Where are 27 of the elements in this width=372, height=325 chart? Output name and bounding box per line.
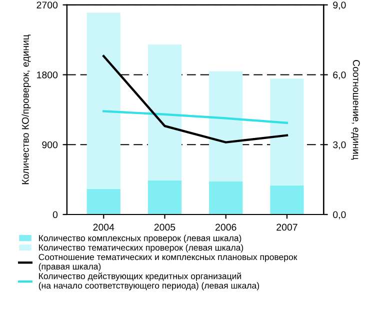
- x-tick-label: 2004: [93, 224, 114, 231]
- legend-label: Количество тематических проверок (левая шкала): [39, 244, 244, 252]
- bar: [209, 182, 243, 214]
- legend-label: Соотношение тематических и комплексных плановых проверок (правая шкала): [38, 254, 298, 272]
- bar: [86, 12, 120, 189]
- y-tick-label: 900: [42, 141, 58, 148]
- y2-tick-label: 9,0: [333, 2, 346, 10]
- x-tick-label: 2005: [154, 224, 176, 231]
- line-series: [102, 110, 288, 124]
- y-axis-title: Количество КО/проверок, единиц: [22, 34, 31, 184]
- legend-label: Количество действующих кредитных организаций (на начало соответствующего периода) (левая шкала): [38, 272, 259, 290]
- bar: [86, 188, 120, 214]
- y-tick-label: 1800: [37, 71, 58, 78]
- bar: [209, 71, 243, 182]
- x-tick-label: 2007: [276, 224, 298, 231]
- x-tick-label: 2006: [216, 224, 236, 231]
- bar: [270, 185, 304, 214]
- y2-tick-label: 0,0: [333, 211, 346, 220]
- y2-tick-label: 6,0: [333, 71, 346, 80]
- bar: [148, 180, 182, 214]
- legend-label: Количество комплексных проверок (левая шкала): [39, 234, 242, 243]
- y-tick-label: 0: [52, 211, 58, 218]
- y2-axis-title: Соотношение, единиц: [351, 60, 360, 160]
- bar: [148, 44, 182, 180]
- bar: [270, 78, 304, 186]
- y2-tick-label: 3,0: [333, 141, 346, 150]
- y-tick-label: 2700: [36, 2, 58, 8]
